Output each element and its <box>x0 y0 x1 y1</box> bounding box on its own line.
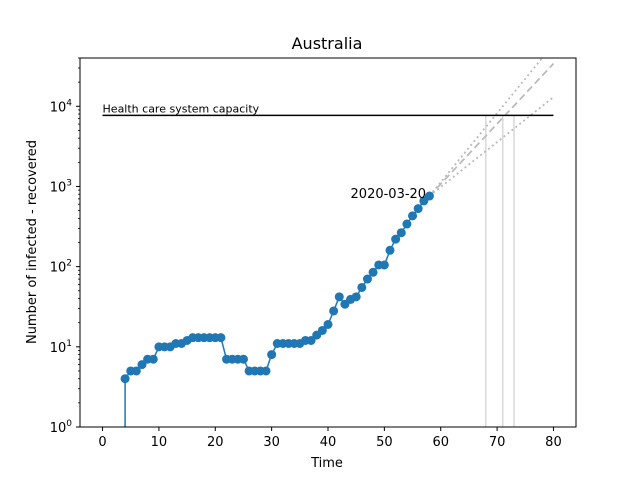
x-axis: 0 10 20 30 40 50 60 70 80 <box>98 427 562 450</box>
data-point <box>391 234 401 244</box>
data-point <box>317 325 327 335</box>
data-point <box>385 245 395 255</box>
data-point <box>351 292 361 302</box>
data-point <box>137 360 147 370</box>
data-point <box>396 228 406 238</box>
projection-lines <box>428 57 555 197</box>
data-point <box>267 350 277 360</box>
series-group <box>120 191 434 427</box>
data-point <box>238 354 248 364</box>
data-point <box>424 191 434 201</box>
data-point <box>334 292 344 302</box>
chart-title: Australia <box>292 34 363 53</box>
data-point <box>120 374 130 384</box>
capacity-label: Health care system capacity <box>103 102 260 115</box>
date-annotation: 2020-03-20 <box>351 187 427 202</box>
projection-dotted-lower <box>428 96 555 197</box>
y-tick-label: 103 <box>50 178 72 195</box>
x-tick-label: 40 <box>320 435 337 450</box>
data-point <box>216 333 226 343</box>
y-axis-label: Number of infected - recovered <box>25 140 40 344</box>
data-point <box>131 366 141 376</box>
x-tick-label: 10 <box>151 435 168 450</box>
x-axis-label: Time <box>310 456 343 471</box>
y-tick-label: 100 <box>50 419 73 436</box>
x-tick-label: 0 <box>98 435 106 450</box>
data-point <box>329 306 339 316</box>
data-point <box>261 366 271 376</box>
x-tick-label: 80 <box>545 435 562 450</box>
data-point <box>408 211 418 221</box>
data-point <box>413 204 423 214</box>
y-axis: 100 101 102 103 104 <box>50 57 80 436</box>
data-point <box>379 260 389 270</box>
data-point <box>368 267 378 277</box>
y-tick-label: 101 <box>50 339 72 356</box>
data-point <box>148 354 158 364</box>
x-tick-label: 20 <box>207 435 224 450</box>
data-point <box>357 282 367 292</box>
y-tick-label: 102 <box>50 259 72 276</box>
x-tick-label: 30 <box>263 435 280 450</box>
y-tick-label: 104 <box>50 98 73 115</box>
projection-dashed <box>428 63 555 197</box>
crossing-lines <box>485 115 515 427</box>
capacity-group: Health care system capacity <box>102 102 554 117</box>
data-point <box>323 319 333 329</box>
x-tick-label: 60 <box>432 435 449 450</box>
data-point <box>362 274 372 284</box>
series-line <box>124 195 430 380</box>
data-point <box>306 335 316 345</box>
x-tick-label: 70 <box>489 435 506 450</box>
x-tick-label: 50 <box>376 435 393 450</box>
data-point <box>402 219 412 229</box>
